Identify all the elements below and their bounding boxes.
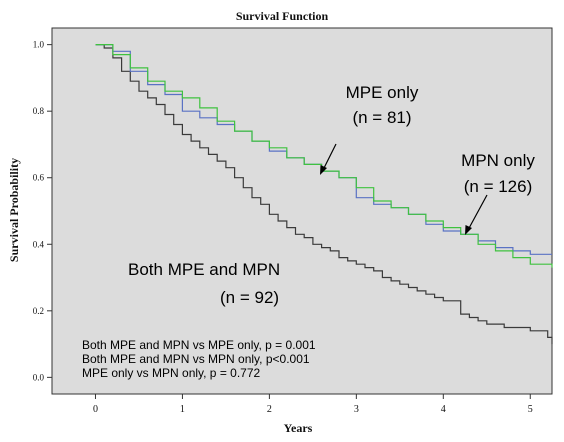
y-axis-label: Survival Probability [7,158,21,262]
axes: 0 1 2 3 4 5 0.0 0.2 0.4 0.6 0.8 1.0 [33,40,533,415]
y-tick-label: 0.8 [33,106,45,116]
mpe-arrow-head [320,165,327,175]
annotation-stats-line: Both MPE and MPN vs MPN only, p<0.001 [82,352,310,366]
x-tick-label: 3 [354,404,359,415]
chart-title: Survival Function [236,9,329,23]
annotation-layer: MPE only (n = 81) MPN only (n = 126) Both MP… [82,83,535,380]
y-tick-label: 0.6 [33,173,45,183]
mpe-arrow [322,143,337,171]
annotation-stats-line: MPE only vs MPN only, p = 0.772 [82,366,261,380]
annotation-both-line: (n = 92) [220,288,279,307]
annotation-both-line: Both MPE and MPN [128,260,280,279]
y-tick-label: 0.2 [33,306,44,316]
annotation-mpe-line: MPE only [346,83,419,102]
plot-area [51,27,553,395]
x-axis-label: Years [284,421,313,435]
x-tick-label: 0 [93,404,98,415]
y-tick-label: 0.0 [33,372,45,382]
x-tick-label: 1 [180,404,185,415]
annotation-mpn-line: (n = 126) [464,177,533,196]
annotation-mpn-line: MPN only [461,151,535,170]
y-tick-label: 0.4 [33,239,45,249]
mpn-arrow [467,194,488,231]
annotation-stats-line: Both MPE and MPN vs MPE only, p = 0.001 [82,338,316,352]
mpn-arrow-head [465,225,472,235]
x-tick-label: 2 [267,404,272,415]
series-line-both-mpe-and-mpn [95,44,553,345]
x-tick-label: 4 [441,404,446,415]
y-tick-label: 1.0 [33,40,45,50]
annotation-mpe-line: (n = 81) [352,108,411,127]
x-tick-label: 5 [528,404,533,415]
